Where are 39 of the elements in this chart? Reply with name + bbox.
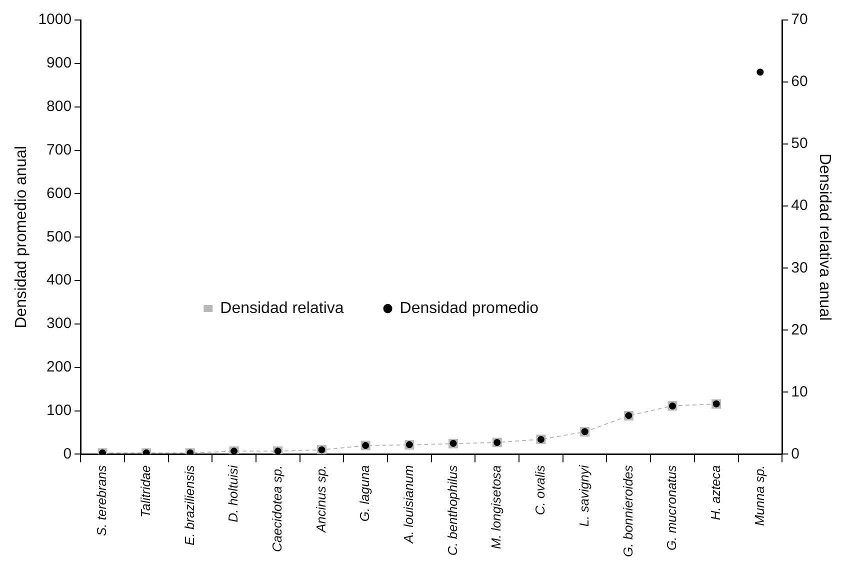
y-tick-label: 100	[46, 402, 72, 419]
x-tick-label: E. braziliensis	[182, 464, 197, 546]
legend-label: Densidad promedio	[400, 300, 539, 317]
y-tick-label: 700	[46, 141, 72, 158]
y-tick-label: 0	[63, 445, 72, 462]
y-tick-label: 1000	[38, 11, 72, 28]
y-tick-label: 500	[46, 228, 72, 246]
y-tick-label: 400	[46, 272, 72, 289]
x-tick-label: C. ovalis	[532, 464, 548, 516]
x-tick-label: S. terebrans	[94, 464, 110, 536]
x-tick-label: H. azteca	[708, 465, 723, 520]
x-tick-label: M. longisetosa	[488, 465, 504, 550]
y2-tick-label: 30	[791, 259, 808, 276]
y2-tick-label: 50	[791, 135, 808, 152]
x-tick-label: G. laguna	[357, 465, 372, 522]
y2-tick-label: 0	[791, 445, 800, 462]
x-tick-label: Ancinus sp.	[313, 465, 328, 534]
x-tick-label: G. mucronatus	[664, 464, 680, 550]
y2-tick-label: 10	[791, 383, 808, 400]
y-axis-title: Densidad promedio anual	[13, 146, 30, 328]
y-tick-label: 600	[46, 184, 72, 202]
y2-tick-label: 70	[791, 11, 808, 28]
y2-tick-label: 60	[791, 73, 808, 90]
x-tick-label: A. louisianum	[401, 465, 416, 544]
x-tick-label: C. benthophilus	[444, 464, 460, 556]
legend-label: Densidad relativa	[220, 300, 344, 317]
y-tick-label: 200	[46, 358, 72, 376]
y2-tick-label: 20	[791, 321, 808, 338]
x-tick-label: D. holtuisi	[226, 464, 241, 522]
x-tick-label: Caecidotea sp.	[269, 465, 284, 552]
y-tick-label: 800	[46, 98, 72, 115]
x-tick-label: L. savignyi	[576, 464, 592, 527]
y-tick-label: 300	[46, 315, 72, 332]
x-tick-label: Munna sp.	[752, 465, 767, 526]
x-tick-label: Talitridae	[138, 465, 153, 518]
y2-axis-title: Densidad relativa anual	[816, 154, 833, 321]
x-tick-label: G. bonnieroides	[620, 464, 636, 557]
y2-tick-label: 40	[791, 197, 808, 214]
y-tick-label: 900	[46, 54, 72, 72]
